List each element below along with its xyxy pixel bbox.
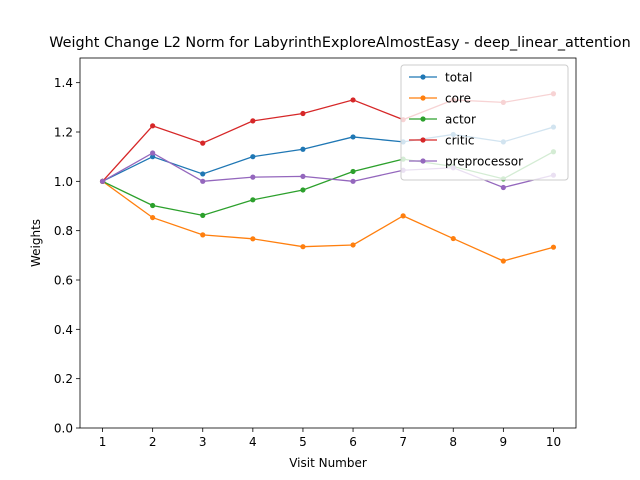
- x-tick-label: 4: [249, 435, 257, 449]
- data-point: [250, 236, 256, 242]
- x-tick-label: 7: [399, 435, 407, 449]
- y-tick-label: 0.8: [54, 224, 73, 238]
- data-point: [150, 123, 156, 129]
- data-point: [400, 213, 406, 219]
- legend-label: preprocessor: [445, 155, 523, 169]
- legend-label: total: [445, 71, 472, 85]
- chart-title: Weight Change L2 Norm for LabyrinthExplo…: [49, 35, 630, 51]
- series-line: [102, 180, 554, 262]
- x-tick-label: 5: [299, 435, 307, 449]
- data-point: [150, 150, 156, 156]
- legend-marker: [420, 158, 426, 164]
- data-point: [200, 212, 206, 218]
- x-axis-label: Visit Number: [289, 456, 367, 470]
- legend-marker: [420, 116, 426, 122]
- data-point: [200, 171, 206, 177]
- legend-box: [400, 64, 569, 181]
- axes: 1 2 3 4 5 6 7 8 9 10 0.0 0.2 0.4 0.6 0.8 1.0 1.2 1.4: [54, 76, 561, 449]
- data-point: [350, 168, 356, 175]
- data-point: [350, 134, 356, 140]
- data-point: [200, 232, 206, 238]
- data-point: [300, 244, 306, 250]
- y-tick-label: 1.4: [54, 76, 73, 90]
- x-tick-label: 3: [199, 435, 207, 449]
- y-tick-label: 0.0: [54, 422, 73, 436]
- legend-item-actor: actor: [409, 113, 476, 127]
- legend-item-core: core: [409, 92, 471, 106]
- data-point: [99, 178, 106, 184]
- legend-marker: [420, 137, 426, 143]
- y-tick-label: 0.2: [54, 372, 73, 386]
- x-tick-label: 10: [546, 435, 561, 449]
- data-point: [200, 178, 206, 184]
- data-point: [300, 146, 306, 152]
- legend-item-preprocessor: preprocessor: [409, 155, 523, 169]
- x-tick-label: 2: [149, 435, 157, 449]
- data-point: [350, 97, 356, 103]
- legend-marker: [420, 74, 426, 80]
- legend-label: core: [445, 92, 471, 106]
- plot-frame: [79, 57, 577, 429]
- x-tick-label: 9: [500, 435, 508, 449]
- data-point: [300, 187, 306, 193]
- x-tick-label: 1: [99, 435, 107, 449]
- x-tick-label: 6: [349, 435, 357, 449]
- data-point: [250, 174, 256, 180]
- data-point: [150, 214, 156, 221]
- legend-marker: [420, 95, 426, 101]
- data-point: [550, 244, 557, 250]
- data-point: [250, 197, 256, 203]
- legend-item-total: total: [409, 71, 472, 85]
- legend-label: actor: [445, 113, 476, 127]
- data-point: [350, 242, 356, 248]
- y-tick-label: 0.6: [54, 274, 73, 288]
- data-point: [200, 140, 206, 146]
- data-point: [300, 110, 306, 117]
- y-tick-label: 1.0: [54, 175, 73, 189]
- data-point: [500, 258, 506, 264]
- legend-item-critic: critic: [409, 134, 475, 148]
- data-point: [250, 154, 256, 160]
- data-point: [250, 118, 256, 124]
- data-point: [300, 173, 306, 179]
- legend-label: critic: [445, 134, 475, 148]
- x-tick-label: 8: [449, 435, 457, 449]
- data-point: [500, 184, 506, 191]
- data-point: [150, 202, 156, 209]
- data-point: [150, 154, 156, 160]
- data-point: [450, 235, 456, 242]
- y-tick-label: 0.4: [54, 323, 73, 337]
- legend: total core actor critic preprocessor: [400, 64, 569, 181]
- y-axis-label: Weights: [29, 219, 43, 267]
- y-tick-label: 1.2: [54, 126, 73, 140]
- data-point: [350, 178, 356, 184]
